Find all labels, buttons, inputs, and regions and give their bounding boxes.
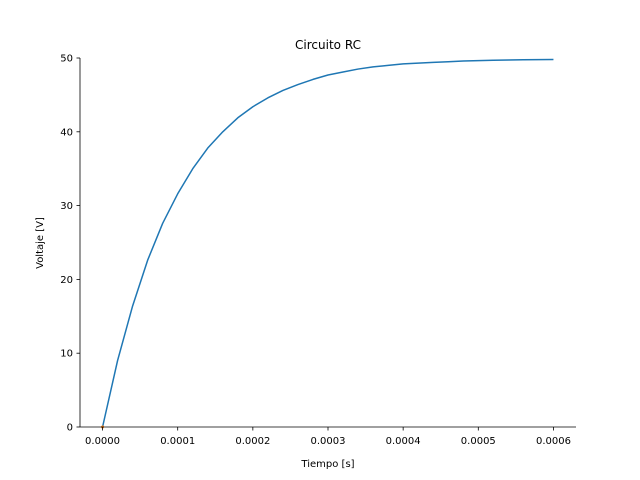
x-tick-label: 0.0005 [461,436,496,447]
y-axis-label: Voltaje [V] [35,217,46,269]
y-tick-label: 0 [67,423,73,434]
y-tick-label: 40 [60,127,73,138]
x-tick-label: 0.0002 [235,436,270,447]
y-tick-label: 50 [60,54,73,65]
x-axis-label: Tiempo [s] [300,459,354,470]
x-tick-label: 0.0006 [536,436,571,447]
x-tick-label: 0.0000 [85,436,120,447]
x-tick-label: 0.0003 [311,436,346,447]
y-tick-label: 20 [60,275,73,286]
x-tick-label: 0.0001 [160,436,195,447]
series-line-0 [101,58,554,428]
y-tick-label: 10 [60,349,73,360]
x-tick-label: 0.0004 [386,436,421,447]
y-axis: 0 10 20 30 40 50 [60,54,81,434]
y-tick-label: 30 [60,201,73,212]
plot-area [101,58,554,429]
chart-title: Circuito RC [295,38,361,52]
x-axis: 0.0000 0.0001 0.0002 0.0003 0.0004 0.0005 0.00… [80,426,576,447]
